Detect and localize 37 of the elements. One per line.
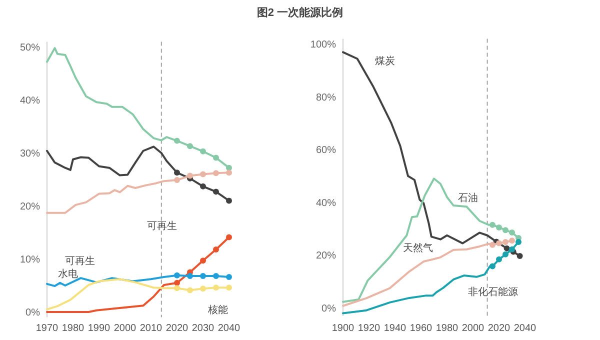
series-label: 非化石能源 — [468, 286, 518, 298]
x-tick-label: 1940 — [384, 323, 407, 334]
y-tick-label: 60% — [316, 145, 336, 156]
x-tick-label: 2040 — [218, 323, 241, 334]
x-tick-label: 2040 — [514, 323, 537, 334]
y-tick-label: 0% — [26, 308, 40, 318]
series-label: 石油 — [458, 192, 478, 204]
y-tick-label: 0% — [322, 303, 336, 314]
x-tick-label: 2000 — [114, 323, 137, 334]
y-tick-label: 10% — [20, 254, 40, 266]
series-label: 煤炭 — [375, 55, 395, 67]
x-tick-label: 1980 — [62, 323, 85, 334]
text: 图2 一次能源比例 — [256, 6, 344, 19]
annotation: 可再生 — [147, 220, 177, 232]
y-tick-label: 20% — [316, 250, 336, 262]
annotation: 可再生 — [65, 255, 95, 267]
x-tick-label: 1900 — [332, 323, 355, 334]
y-tick-label: 80% — [316, 92, 336, 104]
y-tick-label: 50% — [20, 42, 40, 54]
x-tick-label: 1970 — [36, 323, 59, 334]
y-tick-label: 40% — [20, 96, 40, 106]
x-tick-label: 2020 — [166, 323, 189, 334]
annotation: 天然气 — [403, 242, 433, 254]
x-tick-label: 2010 — [140, 323, 163, 334]
y-tick-label: 40% — [316, 198, 336, 209]
x-tick-label: 2000 — [462, 323, 485, 334]
x-tick-label: 1960 — [410, 323, 433, 334]
y-tick-label: 20% — [20, 202, 40, 212]
y-tick-label: 100% — [310, 39, 336, 50]
x-tick-label: 2020 — [488, 323, 511, 334]
x-tick-label: 2030 — [192, 323, 215, 334]
y-tick-label: 30% — [20, 148, 40, 160]
series-label: 核能 — [207, 304, 228, 316]
series-label: 水电 — [58, 268, 78, 280]
x-tick-label: 1990 — [88, 323, 111, 334]
x-tick-label: 1980 — [436, 323, 459, 334]
x-tick-label: 1920 — [358, 323, 381, 334]
